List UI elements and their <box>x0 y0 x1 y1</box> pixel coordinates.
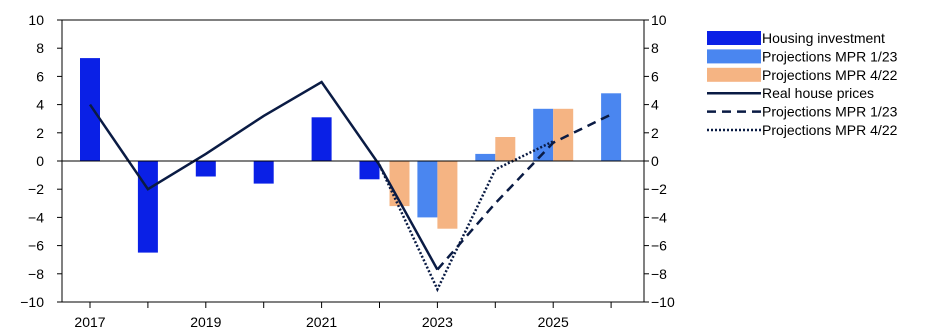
legend-label-real-house-prices: Real house prices <box>762 85 874 101</box>
y-tick-label-left: −8 <box>28 266 44 282</box>
y-tick-label-left: 4 <box>36 97 44 113</box>
y-tick-label-left: −2 <box>28 181 44 197</box>
y-tick-label-right: 8 <box>651 40 659 56</box>
bar-projections-mpr-4-22-2-2024 <box>495 137 516 161</box>
y-tick-label-left: 0 <box>36 153 44 169</box>
bar-projections-mpr-1-23-1-2023 <box>417 161 438 218</box>
bar-housing-investment-0-2020 <box>253 161 274 184</box>
y-tick-label-left: −4 <box>28 209 44 225</box>
y-tick-label-left: −6 <box>28 238 44 254</box>
legend-label-projections-mpr-4-22: Projections MPR 4/22 <box>762 67 898 83</box>
legend-label-projections-mpr-1-23: Projections MPR 1/23 <box>762 48 898 64</box>
line-projections-mpr-4-22-dotted <box>378 140 554 293</box>
y-tick-label-right: −4 <box>651 209 667 225</box>
y-tick-label-left: 10 <box>28 12 44 28</box>
y-tick-label-left: −10 <box>20 294 44 310</box>
legend-label-projections-mpr-1-23: Projections MPR 1/23 <box>762 104 898 120</box>
bar-housing-investment-0-2021 <box>311 117 332 161</box>
legend-swatch-housing-investment <box>707 31 761 45</box>
bar-housing-investment-0-2018 <box>137 161 158 253</box>
bar-projections-mpr-1-23-1-2024 <box>475 153 496 161</box>
y-tick-label-right: −2 <box>651 181 667 197</box>
bar-projections-mpr-1-23-1-2026 <box>601 93 622 161</box>
y-tick-label-right: 0 <box>651 153 659 169</box>
y-tick-label-right: 6 <box>651 68 659 84</box>
bars-layer <box>80 58 622 253</box>
bar-housing-investment-0-2019 <box>195 161 216 177</box>
x-tick-label: 2023 <box>422 314 453 330</box>
legend-label-housing-investment: Housing investment <box>762 30 885 46</box>
legend: Housing investment Projections MPR 1/23 Pr… <box>707 30 898 138</box>
bar-projections-mpr-4-22-2-2025 <box>553 108 574 161</box>
y-tick-label-left: 2 <box>36 125 44 141</box>
y-tick-label-right: −8 <box>651 266 667 282</box>
bar-projections-mpr-4-22-2-2023 <box>437 161 458 229</box>
bar-housing-investment-0-2017 <box>80 58 100 161</box>
bar-projections-mpr-1-23-1-2025 <box>533 108 554 161</box>
axes-layer: −10 −10 −8 −8 −6 −6 −4 −4 −2 −2 0 0 2 2 4 4 6 6 8 8 10 10 2017… <box>20 12 675 330</box>
y-tick-label-left: 8 <box>36 40 44 56</box>
lines-layer <box>88 80 612 293</box>
x-tick-label: 2019 <box>190 314 221 330</box>
legend-swatch-projections-mpr-4-22 <box>707 67 761 82</box>
bar-housing-investment-0-2022 <box>359 161 380 180</box>
y-tick-label-right: −10 <box>651 294 675 310</box>
legend-swatch-projections-mpr-1-23 <box>707 49 761 64</box>
y-tick-label-right: 10 <box>651 12 667 28</box>
x-tick-label: 2021 <box>306 314 337 330</box>
y-tick-label-right: 2 <box>651 125 659 141</box>
x-tick-label: 2017 <box>74 314 105 330</box>
y-tick-label-right: −6 <box>651 238 667 254</box>
y-tick-label-left: 6 <box>36 68 44 84</box>
y-tick-label-right: 4 <box>651 97 659 113</box>
legend-label-projections-mpr-4-22: Projections MPR 4/22 <box>762 122 898 138</box>
x-tick-label: 2025 <box>538 314 569 330</box>
line-projections-mpr-1-23-dashed <box>436 113 612 271</box>
